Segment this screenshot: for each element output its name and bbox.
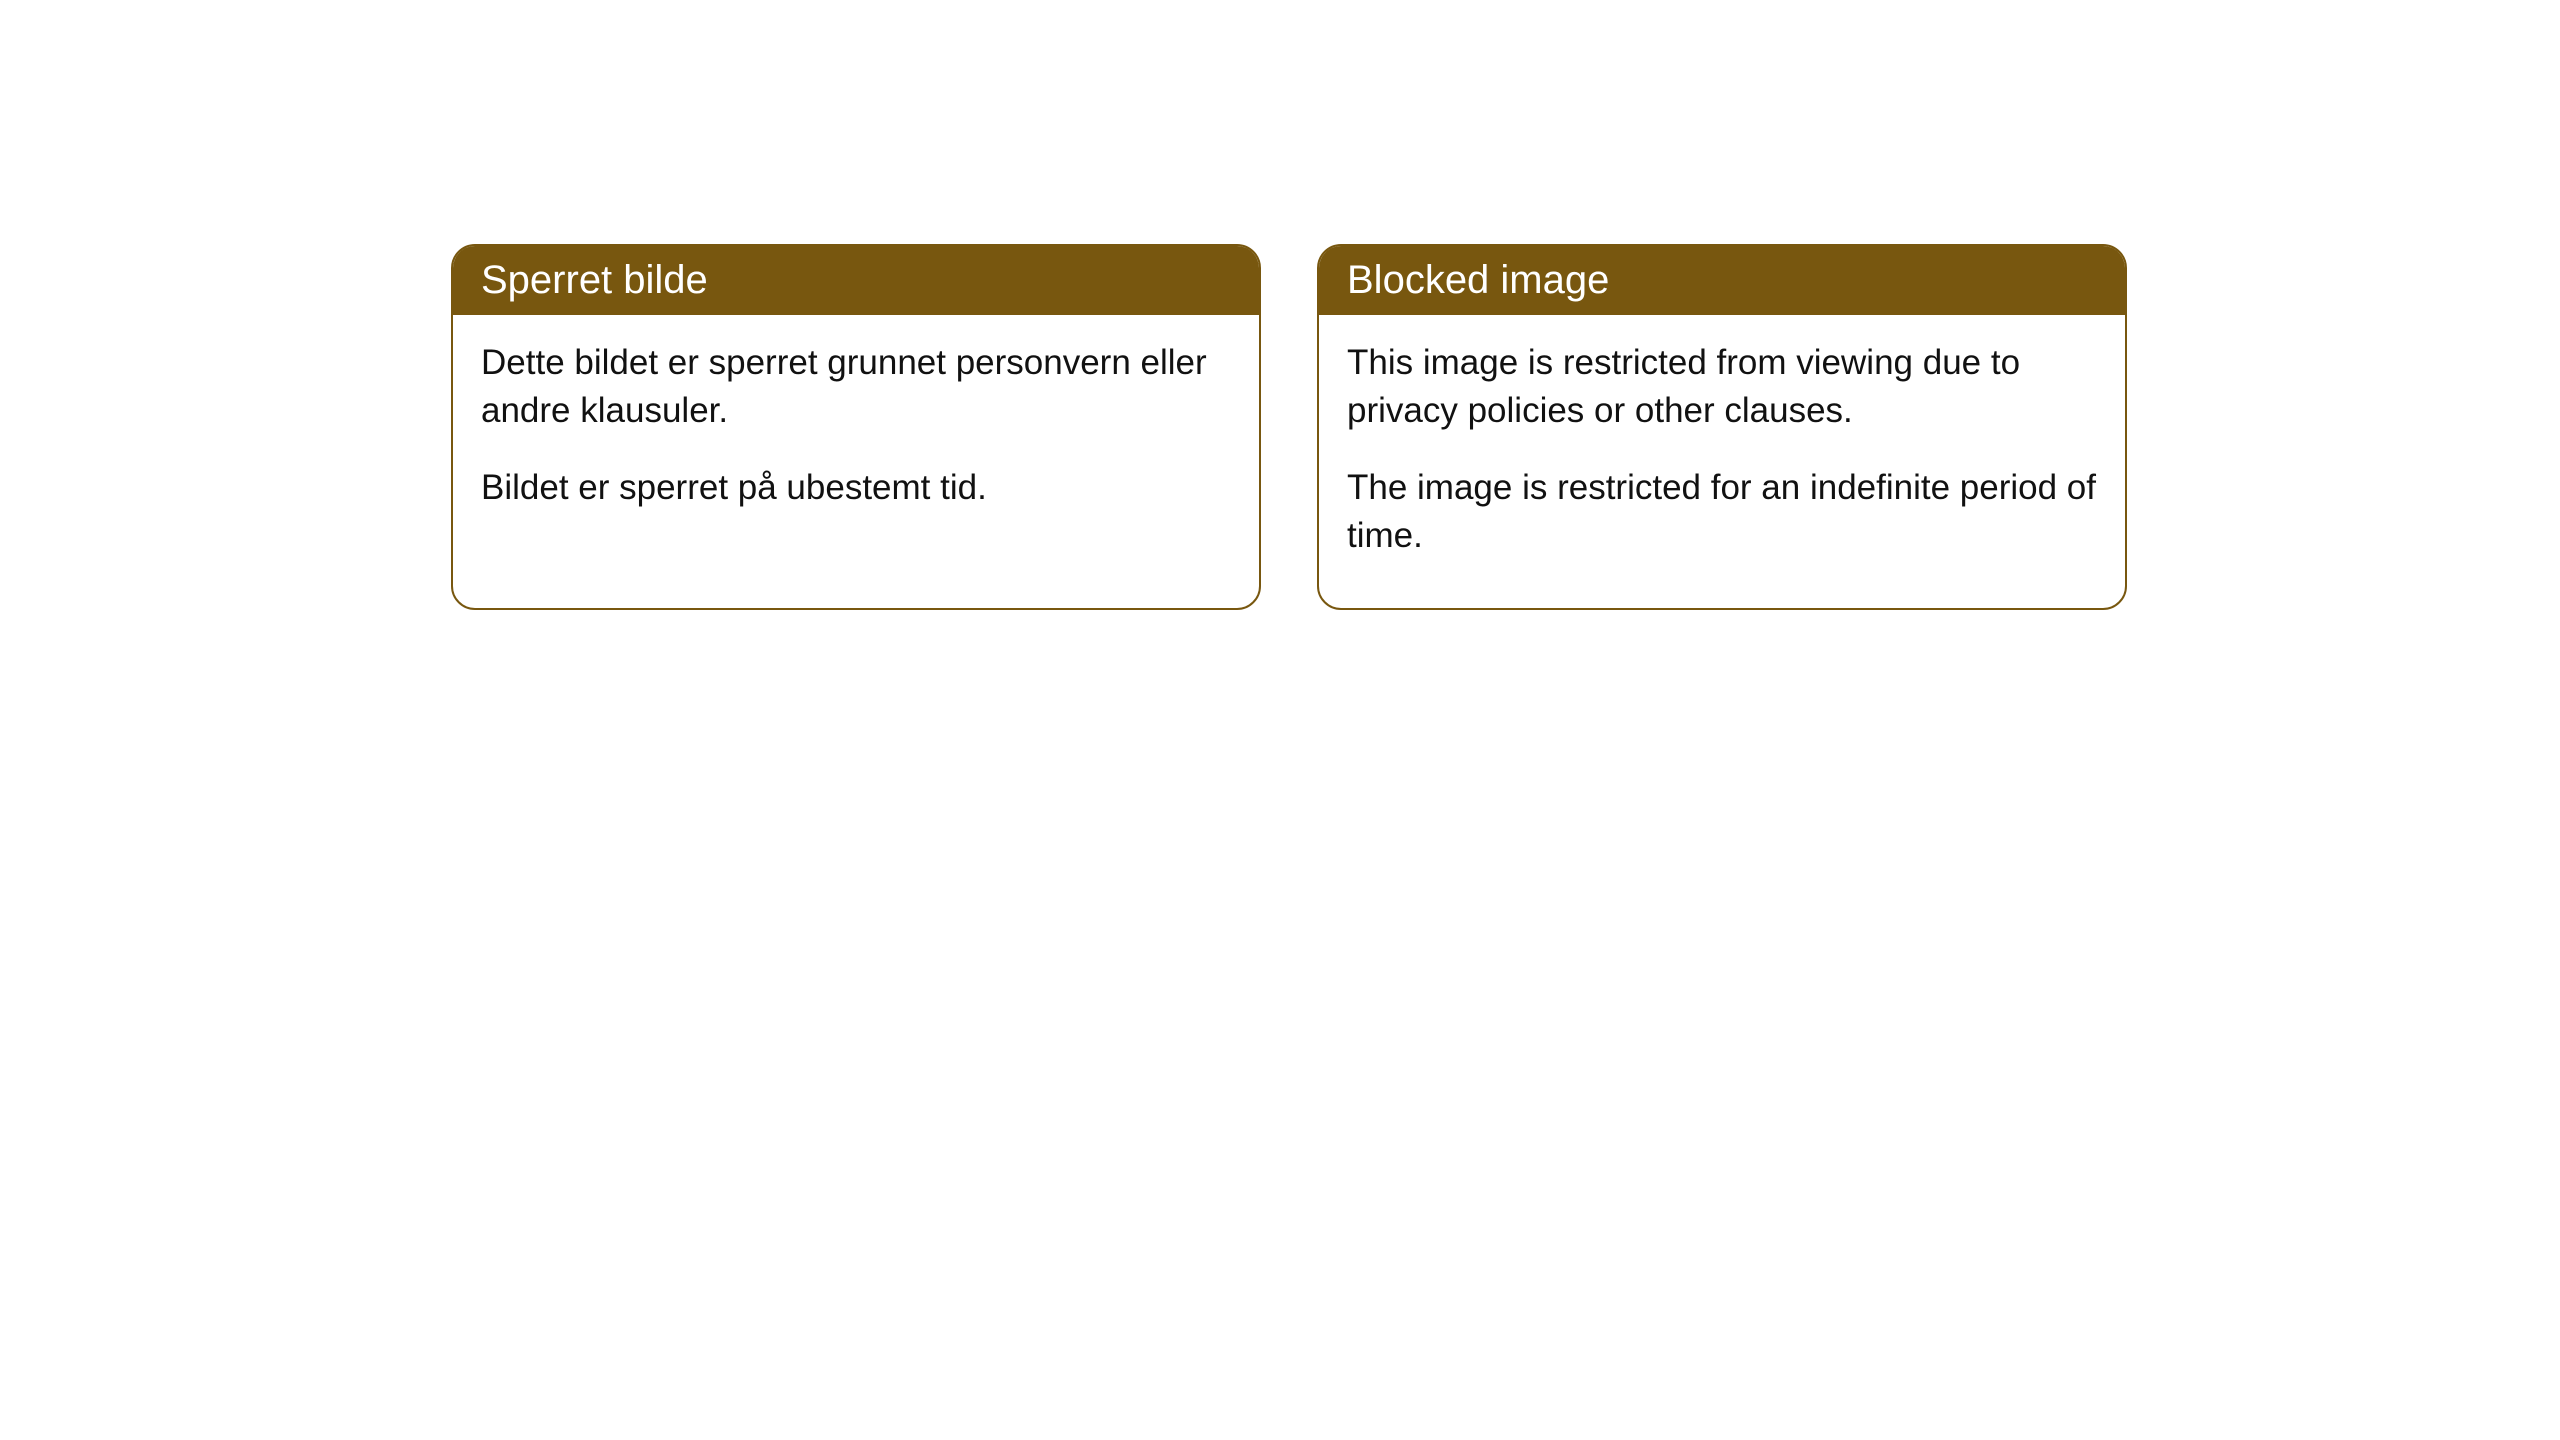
card-paragraph-en-2: The image is restricted for an indefinit… <box>1347 464 2097 561</box>
card-header-no: Sperret bilde <box>453 246 1259 315</box>
card-header-en: Blocked image <box>1319 246 2125 315</box>
card-paragraph-no-2: Bildet er sperret på ubestemt tid. <box>481 464 1231 512</box>
card-title-en: Blocked image <box>1347 258 1609 302</box>
card-paragraph-en-1: This image is restricted from viewing du… <box>1347 339 2097 436</box>
card-body-en: This image is restricted from viewing du… <box>1319 315 2125 608</box>
blocked-image-card-no: Sperret bilde Dette bildet er sperret gr… <box>451 244 1261 610</box>
blocked-image-card-en: Blocked image This image is restricted f… <box>1317 244 2127 610</box>
card-body-no: Dette bildet er sperret grunnet personve… <box>453 315 1259 560</box>
card-title-no: Sperret bilde <box>481 258 708 302</box>
notice-cards-container: Sperret bilde Dette bildet er sperret gr… <box>0 0 2560 610</box>
card-paragraph-no-1: Dette bildet er sperret grunnet personve… <box>481 339 1231 436</box>
